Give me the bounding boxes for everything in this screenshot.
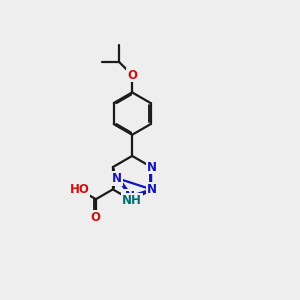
Text: O: O	[91, 211, 101, 224]
Text: NH: NH	[122, 194, 142, 207]
Text: N: N	[112, 172, 122, 185]
Text: N: N	[146, 183, 157, 196]
Text: N: N	[125, 190, 135, 203]
Text: N: N	[146, 160, 157, 174]
Text: HO: HO	[70, 183, 89, 196]
Text: O: O	[127, 68, 137, 82]
